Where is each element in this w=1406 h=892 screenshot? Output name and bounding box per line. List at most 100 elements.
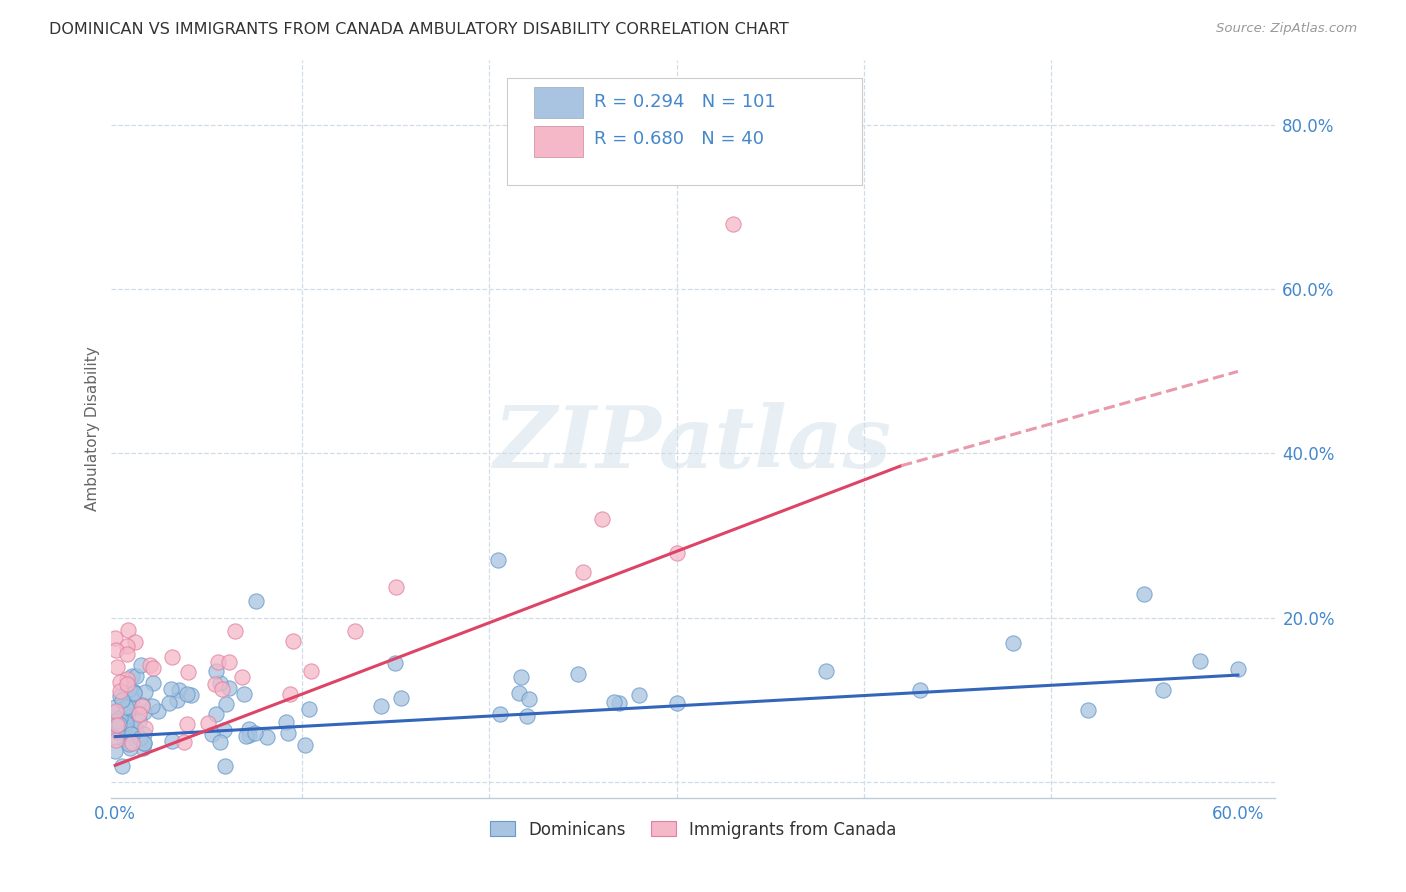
- Point: [134, 685, 156, 699]
- Point: [104, 733, 127, 747]
- Point: [117, 720, 139, 734]
- Point: [115, 731, 138, 746]
- Point: [112, 706, 135, 721]
- Point: [628, 688, 651, 702]
- Point: [204, 707, 226, 722]
- Point: [665, 696, 688, 710]
- Point: [121, 669, 143, 683]
- FancyBboxPatch shape: [534, 126, 583, 157]
- Point: [276, 714, 298, 729]
- Point: [104, 643, 127, 657]
- Point: [115, 677, 138, 691]
- Point: [278, 687, 301, 701]
- Point: [299, 664, 322, 678]
- Point: [134, 721, 156, 735]
- Point: [160, 649, 183, 664]
- Point: [134, 736, 156, 750]
- Point: [108, 689, 131, 703]
- Point: [215, 697, 238, 711]
- Point: [111, 693, 134, 707]
- Point: [118, 699, 141, 714]
- Point: [370, 699, 392, 714]
- Point: [256, 730, 278, 744]
- Point: [131, 698, 153, 713]
- Point: [1226, 662, 1249, 676]
- Point: [105, 724, 128, 739]
- Point: [389, 691, 412, 706]
- Point: [1077, 703, 1099, 717]
- Point: [146, 704, 169, 718]
- Point: [207, 655, 229, 669]
- Point: [107, 715, 129, 730]
- Text: R = 0.680   N = 40: R = 0.680 N = 40: [595, 130, 765, 148]
- Point: [1152, 683, 1174, 698]
- Point: [134, 705, 156, 719]
- Point: [224, 624, 246, 638]
- Point: [107, 711, 129, 725]
- Point: [125, 669, 148, 683]
- Point: [105, 660, 128, 674]
- Point: [107, 718, 129, 732]
- Point: [108, 674, 131, 689]
- Point: [112, 731, 135, 746]
- Point: [105, 716, 128, 731]
- Point: [104, 744, 127, 758]
- Point: [124, 722, 146, 736]
- Point: [157, 697, 180, 711]
- Point: [908, 683, 931, 698]
- Point: [110, 711, 132, 725]
- Point: [142, 675, 165, 690]
- Point: [118, 741, 141, 756]
- Point: [277, 725, 299, 739]
- Point: [516, 709, 538, 723]
- Text: ZIPatlas: ZIPatlas: [495, 402, 893, 485]
- Point: [124, 635, 146, 649]
- Point: [721, 217, 744, 231]
- Point: [508, 686, 530, 700]
- Point: [572, 565, 595, 579]
- Point: [142, 661, 165, 675]
- Point: [117, 672, 139, 686]
- Point: [141, 698, 163, 713]
- Point: [104, 721, 127, 735]
- Text: DOMINICAN VS IMMIGRANTS FROM CANADA AMBULATORY DISABILITY CORRELATION CHART: DOMINICAN VS IMMIGRANTS FROM CANADA AMBU…: [49, 22, 789, 37]
- Point: [486, 553, 509, 567]
- Point: [118, 737, 141, 751]
- Point: [201, 727, 224, 741]
- Point: [245, 726, 267, 740]
- Point: [204, 664, 226, 678]
- Point: [117, 623, 139, 637]
- Point: [208, 735, 231, 749]
- Point: [238, 722, 260, 736]
- Point: [115, 647, 138, 661]
- Point: [121, 736, 143, 750]
- Point: [517, 692, 540, 706]
- FancyBboxPatch shape: [508, 78, 862, 186]
- Point: [231, 670, 253, 684]
- Point: [104, 720, 127, 734]
- Point: [107, 716, 129, 731]
- Point: [232, 687, 254, 701]
- FancyBboxPatch shape: [534, 87, 583, 118]
- Point: [105, 704, 128, 718]
- Point: [294, 738, 316, 752]
- Point: [218, 681, 240, 696]
- Point: [139, 657, 162, 672]
- Point: [104, 730, 127, 744]
- Point: [132, 740, 155, 755]
- Point: [117, 681, 139, 696]
- Point: [115, 715, 138, 730]
- Point: [117, 704, 139, 718]
- Point: [166, 692, 188, 706]
- Point: [131, 658, 153, 673]
- Point: [815, 665, 838, 679]
- Point: [180, 689, 202, 703]
- Point: [110, 759, 132, 773]
- Point: [208, 675, 231, 690]
- Text: R = 0.294   N = 101: R = 0.294 N = 101: [595, 93, 776, 111]
- Point: [384, 656, 406, 670]
- Point: [104, 706, 127, 721]
- Point: [124, 720, 146, 734]
- Point: [177, 665, 200, 680]
- Point: [120, 727, 142, 741]
